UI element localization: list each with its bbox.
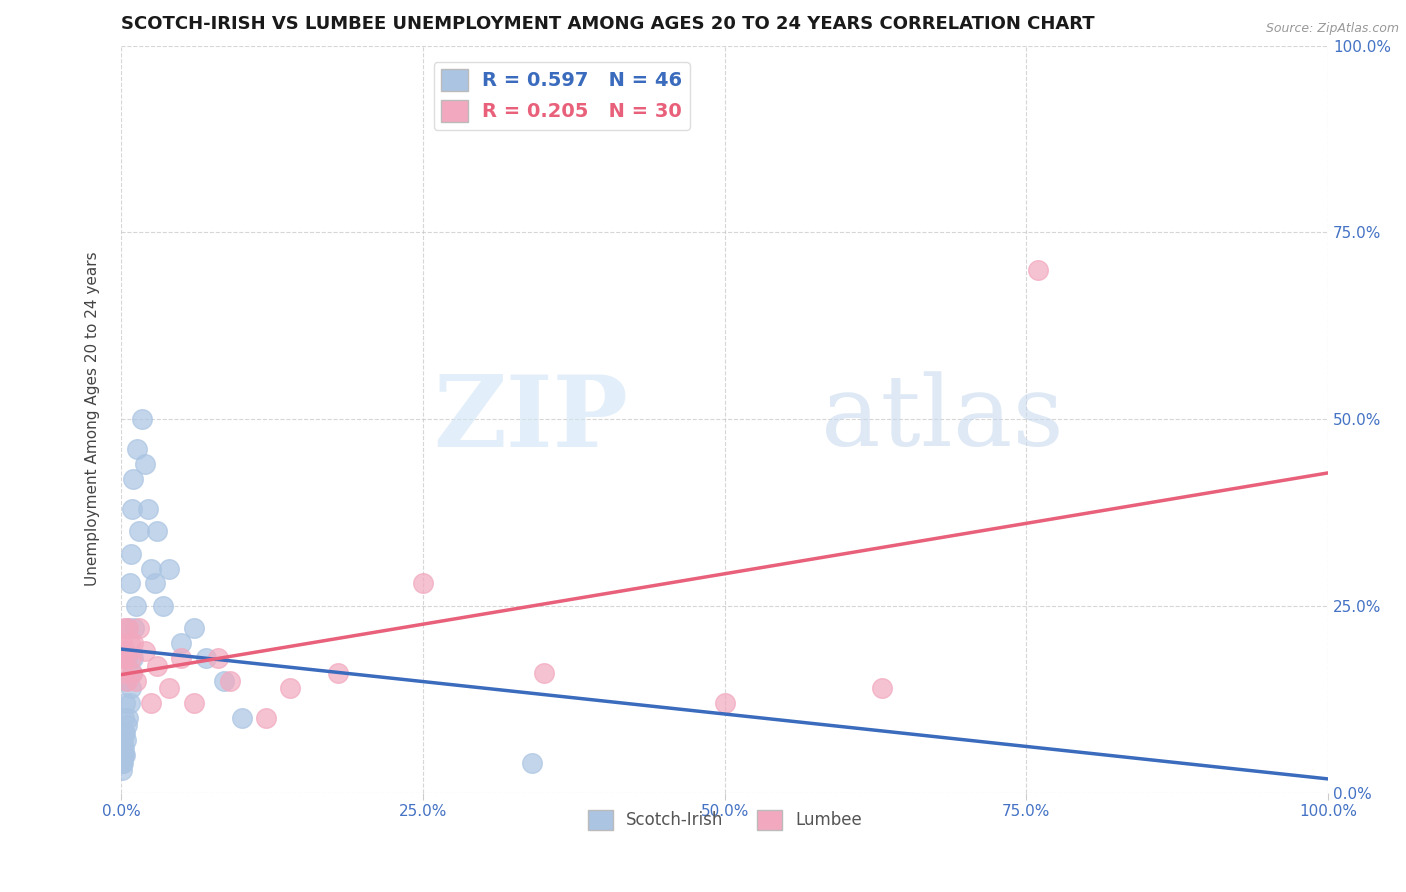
Point [115,733,138,747]
Point [713,696,735,710]
Point [136,501,159,516]
Point [115,673,138,688]
Point [146,524,169,539]
Point [120,547,142,561]
Text: ZIP: ZIP [433,371,628,467]
Point [870,681,893,695]
Point [141,561,163,575]
Point [170,651,193,665]
Point [170,636,193,650]
Point [183,621,205,635]
Point [118,696,141,710]
Point [328,666,350,681]
Point [128,524,150,539]
Point [120,681,142,695]
Point [121,501,143,516]
Point [124,621,146,635]
Point [207,651,229,665]
Point [134,644,156,658]
Point [254,711,277,725]
Point [143,576,166,591]
Point [115,718,138,732]
Point [120,651,142,665]
Point [212,673,235,688]
Legend: Scotch-Irish, Lumbee: Scotch-Irish, Lumbee [581,803,869,837]
Point [520,756,543,770]
Point [111,636,134,650]
Point [117,621,139,635]
Point [124,673,146,688]
Point [114,748,136,763]
Point [114,696,136,710]
Point [412,576,434,591]
Point [157,681,180,695]
Point [115,651,138,665]
Point [118,576,141,591]
Point [146,658,169,673]
Point [533,666,555,681]
Point [121,666,143,681]
Point [278,681,301,695]
Point [114,726,136,740]
Point [122,472,145,486]
Point [112,726,135,740]
Text: Source: ZipAtlas.com: Source: ZipAtlas.com [1265,22,1399,36]
Point [111,764,134,778]
Point [194,651,217,665]
Point [122,651,145,665]
Point [112,621,135,635]
Y-axis label: Unemployment Among Ages 20 to 24 years: Unemployment Among Ages 20 to 24 years [86,252,100,586]
Point [115,673,138,688]
Point [124,599,146,613]
Point [157,561,180,575]
Point [111,748,134,763]
Point [114,644,136,658]
Point [141,696,163,710]
Point [1028,262,1050,277]
Point [112,748,135,763]
Point [231,711,253,725]
Point [117,621,139,635]
Point [183,696,205,710]
Point [111,756,134,770]
Point [111,651,134,665]
Point [122,636,145,650]
Point [111,740,134,755]
Point [152,599,174,613]
Point [111,756,134,770]
Text: atlas: atlas [821,371,1064,467]
Point [111,756,134,770]
Text: SCOTCH-IRISH VS LUMBEE UNEMPLOYMENT AMONG AGES 20 TO 24 YEARS CORRELATION CHART: SCOTCH-IRISH VS LUMBEE UNEMPLOYMENT AMON… [121,15,1095,33]
Point [115,651,138,665]
Point [121,666,143,681]
Point [125,442,148,456]
Point [117,711,139,725]
Point [112,711,135,725]
Point [134,457,156,471]
Point [118,636,141,650]
Point [111,733,134,747]
Point [111,666,134,681]
Point [112,740,135,755]
Point [131,412,153,426]
Point [218,673,240,688]
Point [128,621,150,635]
